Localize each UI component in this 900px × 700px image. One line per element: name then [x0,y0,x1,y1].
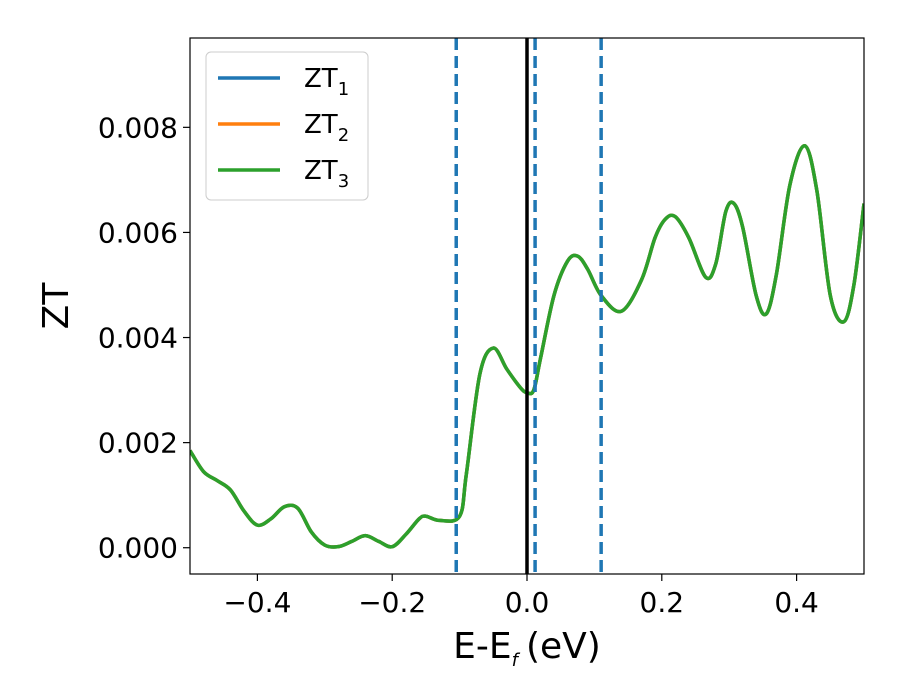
reference-lines [454,38,603,574]
x-axis-label-main: E-E [453,626,511,667]
y-tick-label: 0.006 [98,216,178,249]
y-tick-label: 0.002 [98,427,178,460]
x-tick-label: −0.2 [358,586,426,619]
x-tick-label: −0.4 [223,586,291,619]
y-tick-label: 0.008 [98,111,178,144]
legend-label-2: ZT2 [304,110,349,146]
legend-label-1: ZT1 [304,64,349,100]
x-tick-label: 0.0 [505,586,550,619]
x-axis-label-subscript: f [512,650,521,671]
y-axis-label: ZT [36,282,77,330]
y-axis-ticks: 0.000 0.002 0.004 0.006 0.008 [98,111,190,565]
x-axis-label-unit: (eV) [526,626,601,667]
legend: ZT1 ZT2 ZT3 [205,51,369,201]
x-tick-label: 0.2 [640,586,685,619]
legend-label-3: ZT3 [304,156,349,192]
y-tick-label: 0.000 [98,532,178,565]
legend-box [205,51,369,201]
x-axis-label: E-Ef (eV) [453,626,601,671]
x-tick-label: 0.4 [774,586,819,619]
x-axis-ticks: −0.4 −0.2 0.0 0.2 0.4 [223,574,819,619]
y-tick-label: 0.004 [98,322,178,355]
